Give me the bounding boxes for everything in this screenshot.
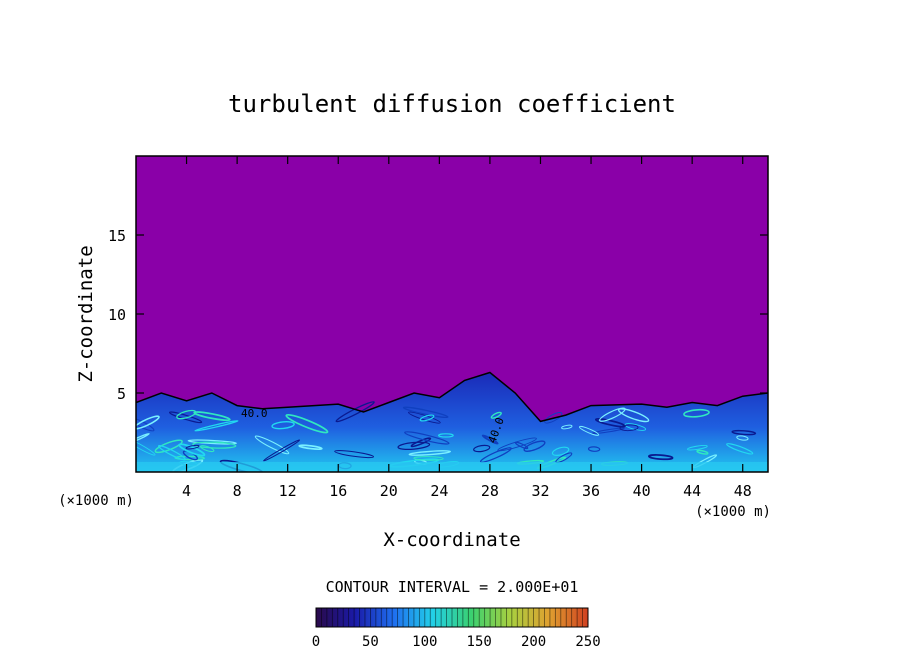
turbulence-streak — [136, 438, 156, 456]
surface-layer — [136, 462, 768, 472]
turbulence-streak — [561, 424, 573, 430]
colorbar-tick-label: 0 — [312, 634, 320, 650]
turbulence-streak — [410, 437, 432, 448]
x-tick-label: 40 — [633, 482, 651, 500]
x-tick-label: 16 — [329, 482, 347, 500]
x-tick-label: 44 — [683, 482, 701, 500]
colorbar-tick-label: 50 — [362, 634, 379, 650]
turbulence-streak — [271, 421, 295, 430]
y-tick-label: 15 — [108, 227, 126, 245]
x-tick-label: 8 — [233, 482, 242, 500]
x-tick-label: 12 — [279, 482, 297, 500]
chart-title: turbulent diffusion coefficient — [228, 90, 676, 118]
turbulence-streak — [187, 439, 237, 445]
turbulence-streak — [687, 445, 708, 451]
y-tick-label: 5 — [117, 385, 126, 403]
turbulence-streak — [619, 424, 639, 432]
x-unit-label-left: (×1000 m) — [58, 493, 134, 509]
x-tick-label: 36 — [582, 482, 600, 500]
y-axis-label: Z-coordinate — [75, 245, 97, 382]
turbulence-streak — [194, 420, 239, 432]
turbulence-streak — [178, 443, 206, 457]
contour-label: 40.0 — [241, 407, 268, 420]
x-tick-label: 24 — [430, 482, 448, 500]
turbulence-streak — [599, 407, 626, 422]
turbulence-streak — [174, 455, 205, 461]
turbulence-streak — [298, 444, 323, 451]
turbulence-streak — [726, 443, 754, 455]
turbulence-streak — [419, 414, 435, 422]
turbulence-streak — [523, 440, 546, 452]
y-tick-label: 10 — [108, 306, 126, 324]
turbulence-streak — [736, 435, 749, 441]
colorbar-contour-lines — [315, 608, 589, 627]
x-tick-label: 28 — [481, 482, 499, 500]
turbulence-streak — [594, 418, 626, 428]
turbulence-streak — [408, 450, 452, 456]
colorbar-frame — [315, 607, 589, 628]
x-tick-label: 4 — [182, 482, 191, 500]
turbulence-streak — [438, 433, 454, 438]
turbulence-streak — [473, 444, 491, 453]
turbulence-streak — [136, 415, 160, 430]
turbulence-streak — [168, 411, 203, 424]
turbulence-detail — [136, 401, 768, 472]
turbulence-streak — [192, 441, 237, 449]
plot-area — [135, 155, 769, 473]
x-tick-label: 48 — [734, 482, 752, 500]
turbulence-streak — [397, 441, 431, 451]
colorbar-tick-label: 200 — [521, 634, 546, 650]
turbulence-streak — [579, 426, 600, 436]
turbulence-streak — [647, 454, 674, 461]
turbulence-streak — [334, 450, 375, 459]
colorbar-tick-label: 250 — [575, 634, 600, 650]
y-axis: 5 10 15 — [108, 227, 768, 403]
turbulence-streak — [408, 411, 441, 424]
colorbar: 0 50 100 150 200 250 — [312, 607, 601, 650]
x-tick-label: 32 — [531, 482, 549, 500]
turbulence-streak — [199, 445, 215, 453]
turbulence-streak — [157, 444, 186, 461]
x-unit-label-right: (×1000 m) — [695, 504, 771, 520]
turbulence-streak — [587, 446, 601, 452]
turbulence-streak — [551, 446, 570, 456]
boundary-layer-field — [136, 372, 768, 472]
x-axis-label: X-coordinate — [383, 529, 520, 551]
colorbar-tick-label: 150 — [467, 634, 492, 650]
turbulence-streak — [402, 406, 449, 419]
turbulence-streak — [591, 427, 625, 435]
turbulence-streak — [731, 429, 757, 436]
turbulence-streak — [481, 434, 499, 445]
turbulence-streak — [285, 413, 329, 434]
x-tick-label: 20 — [380, 482, 398, 500]
turbulence-streak — [696, 449, 709, 455]
turbulence-streak — [413, 456, 444, 461]
colorbar-tick-label: 100 — [412, 634, 437, 650]
turbulence-streak — [185, 444, 200, 450]
turbulence-streak — [514, 441, 529, 450]
x-axis: 4 8 12 16 20 24 28 32 36 40 44 48 — [182, 156, 752, 500]
boundary-layer-contour — [136, 371, 768, 423]
turbulence-streak — [683, 408, 710, 418]
turbulence-streak — [263, 439, 301, 462]
turbulence-streak — [490, 411, 502, 419]
turbulence-streak — [193, 411, 231, 422]
colorbar-tick-labels: 0 50 100 150 200 250 — [312, 634, 601, 650]
turbulence-streak — [404, 431, 450, 445]
turbulence-streak — [544, 412, 563, 424]
turbulence-streak — [617, 408, 650, 423]
turbulence-streak — [479, 447, 512, 463]
turbulence-streak — [254, 435, 290, 455]
contour-interval-text: CONTOUR INTERVAL = 2.000E+01 — [326, 578, 579, 596]
